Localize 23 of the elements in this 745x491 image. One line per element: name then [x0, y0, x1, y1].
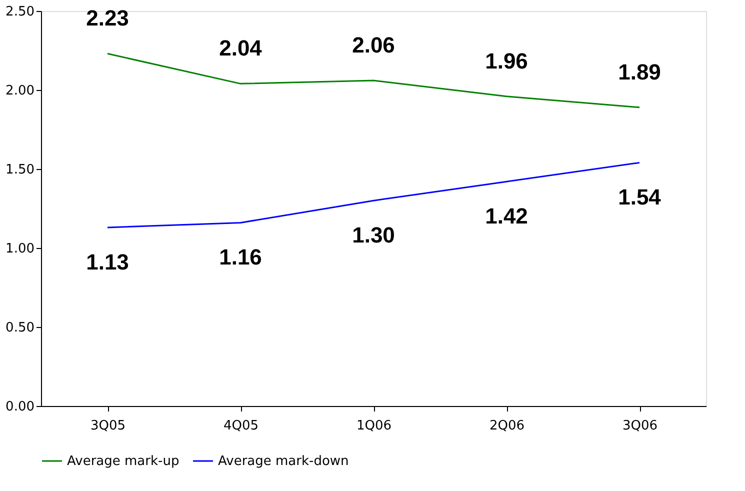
x-tick-label: 4Q05	[223, 418, 259, 434]
data-label: 1.89	[618, 59, 661, 84]
y-tick-label: 0.00	[6, 400, 34, 414]
x-tick-label: 2Q06	[489, 418, 525, 434]
data-label: 1.42	[485, 204, 528, 229]
y-tick-label: 1.50	[6, 162, 34, 178]
y-tick-label: 1.00	[6, 242, 34, 256]
x-tick-label: 1Q06	[356, 418, 392, 434]
legend-label: Average mark-down	[218, 454, 349, 469]
y-tick-label: 2.00	[6, 84, 34, 98]
data-label: 1.54	[618, 184, 662, 210]
data-label: 2.06	[352, 32, 395, 58]
data-label: 1.96	[485, 48, 528, 74]
data-label: 1.16	[219, 244, 262, 270]
data-label: 2.23	[86, 6, 129, 31]
x-tick-label: 3Q05	[90, 418, 126, 434]
y-tick-label: 2.50	[6, 4, 34, 20]
data-label: 2.04	[219, 36, 263, 61]
y-tick-label: 0.50	[6, 320, 34, 336]
data-label: 1.30	[352, 222, 395, 248]
legend-label: Average mark-up	[67, 454, 180, 469]
data-label: 1.13	[86, 249, 129, 274]
x-tick-label: 3Q06	[622, 418, 658, 434]
